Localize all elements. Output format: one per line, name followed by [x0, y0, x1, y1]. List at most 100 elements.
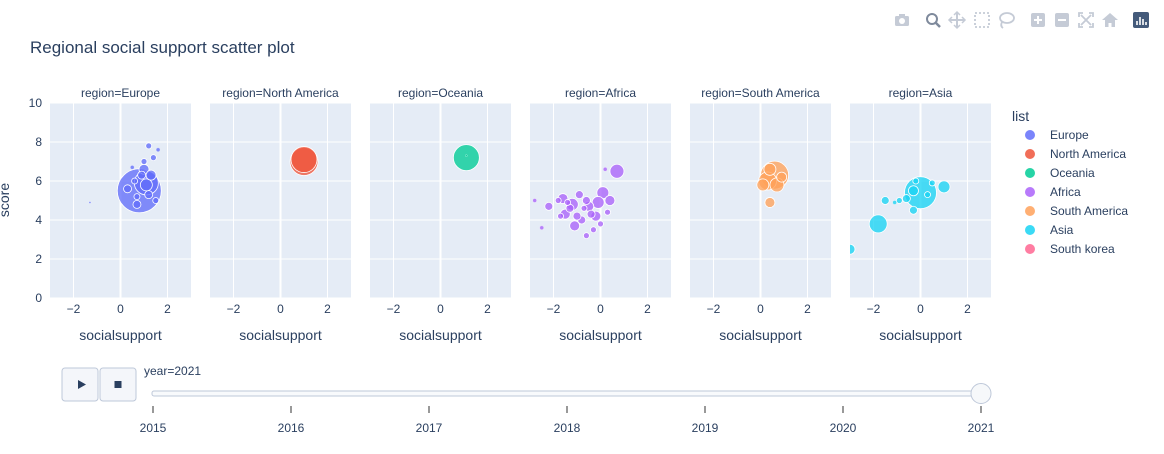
slider-step-label[interactable]: 2017: [416, 421, 443, 435]
scatter-point[interactable]: [597, 220, 604, 228]
legend-item[interactable]: South America: [1025, 204, 1128, 218]
points-group: [452, 144, 480, 172]
scatter-point[interactable]: [123, 184, 132, 194]
slider-handle[interactable]: [970, 383, 992, 404]
legend-marker: [1025, 187, 1035, 197]
scatter-point[interactable]: [880, 196, 890, 205]
scatter-point[interactable]: [544, 201, 554, 211]
points-group: [532, 163, 625, 240]
lasso-select-icon: [999, 12, 1015, 29]
scatter-point[interactable]: [532, 198, 537, 203]
legend-label: Oceania: [1050, 166, 1095, 180]
scatter-point[interactable]: [763, 162, 777, 176]
zoom-in-button[interactable]: [1028, 10, 1048, 30]
scatter-point[interactable]: [764, 197, 776, 208]
play-button[interactable]: [61, 367, 99, 402]
x-tick-label: 2: [644, 302, 651, 316]
scatter-point[interactable]: [583, 232, 590, 240]
zoom-out-button[interactable]: [1052, 10, 1072, 30]
scatter-point[interactable]: [132, 199, 142, 209]
scatter-point[interactable]: [845, 243, 856, 255]
scatter-point[interactable]: [569, 220, 581, 232]
scatter-point[interactable]: [452, 144, 480, 172]
scatter-point[interactable]: [776, 171, 788, 183]
scatter-point[interactable]: [909, 205, 918, 215]
scatter-point[interactable]: [145, 169, 157, 181]
scatter-point[interactable]: [604, 208, 611, 216]
scatter-point[interactable]: [133, 193, 141, 201]
scatter-point[interactable]: [88, 201, 92, 204]
scatter-point[interactable]: [574, 190, 584, 200]
legend-item[interactable]: Asia: [1025, 223, 1074, 237]
scatter-point[interactable]: [137, 170, 147, 180]
x-tick-label: −2: [387, 302, 401, 316]
slider-track[interactable]: [151, 390, 983, 397]
x-axis-title: socialsupport: [879, 327, 962, 343]
legend-marker: [1025, 244, 1035, 254]
scatter-point[interactable]: [131, 177, 139, 185]
scatter-point[interactable]: [140, 158, 148, 165]
scatter-point[interactable]: [590, 226, 597, 234]
scatter-point[interactable]: [908, 185, 919, 197]
scatter-point[interactable]: [554, 197, 562, 204]
slider-step-label[interactable]: 2020: [830, 421, 857, 435]
legend-item[interactable]: Oceania: [1025, 166, 1095, 180]
pan-button[interactable]: [947, 10, 967, 30]
scatter-point[interactable]: [895, 197, 903, 204]
camera-button[interactable]: [892, 10, 912, 30]
legend-item[interactable]: Africa: [1025, 185, 1081, 199]
scatter-point[interactable]: [756, 178, 770, 192]
scatter-point[interactable]: [904, 176, 937, 210]
scatter-point[interactable]: [582, 196, 591, 205]
scatter-point[interactable]: [892, 200, 897, 205]
scatter-point[interactable]: [465, 154, 468, 157]
scatter-point[interactable]: [557, 212, 564, 220]
scatter-point[interactable]: [912, 177, 920, 185]
scatter-point[interactable]: [130, 165, 135, 170]
stop-button[interactable]: [99, 367, 137, 402]
scatter-point[interactable]: [902, 194, 911, 203]
scatter-point[interactable]: [937, 180, 951, 194]
points-group: [845, 176, 951, 255]
scatter-point[interactable]: [564, 199, 571, 206]
scatter-point[interactable]: [868, 214, 888, 234]
legend-item[interactable]: South korea: [1025, 242, 1115, 256]
facet-panel-africa: −2 0 2 region=Africa socialsupport: [530, 86, 671, 343]
zoom-button[interactable]: [923, 10, 943, 30]
scatter-point[interactable]: [149, 154, 157, 162]
scatter-point[interactable]: [145, 142, 153, 150]
scatter-point[interactable]: [290, 146, 318, 173]
reset-axes-button[interactable]: [1100, 10, 1120, 30]
slider-step-label[interactable]: 2021: [968, 421, 995, 435]
slider-step-label[interactable]: 2019: [692, 421, 719, 435]
box-select-icon: [974, 12, 990, 28]
slider-step-label[interactable]: 2018: [554, 421, 581, 435]
scatter-point[interactable]: [609, 163, 625, 179]
scatter-point[interactable]: [155, 147, 161, 152]
scatter-point[interactable]: [144, 190, 154, 200]
scatter-point[interactable]: [580, 204, 588, 212]
scatter-point[interactable]: [539, 225, 544, 230]
legend-item[interactable]: North America: [1025, 147, 1126, 161]
scatter-point[interactable]: [139, 178, 153, 192]
scatter-point[interactable]: [152, 197, 160, 204]
scatter-point[interactable]: [604, 195, 616, 206]
box-select-button[interactable]: [972, 10, 992, 30]
x-axis-title: socialsupport: [559, 327, 642, 343]
autoscale-button[interactable]: [1076, 10, 1096, 30]
facet-label: region=North America: [222, 86, 339, 100]
legend-item[interactable]: Europe: [1025, 128, 1089, 142]
y-axis-title: score: [0, 183, 12, 217]
x-tick-label: 0: [277, 302, 284, 316]
scatter-point[interactable]: [924, 191, 931, 199]
scatter-point[interactable]: [603, 167, 608, 172]
lasso-select-button[interactable]: [996, 10, 1016, 30]
scatter-point[interactable]: [572, 211, 582, 221]
slider-step-label[interactable]: 2016: [278, 421, 305, 435]
plotly-logo-button[interactable]: [1131, 10, 1151, 30]
scatter-point[interactable]: [928, 179, 936, 187]
slider-step-label[interactable]: 2015: [140, 421, 167, 435]
x-axis-title: socialsupport: [239, 327, 322, 343]
scatter-point[interactable]: [586, 209, 596, 219]
